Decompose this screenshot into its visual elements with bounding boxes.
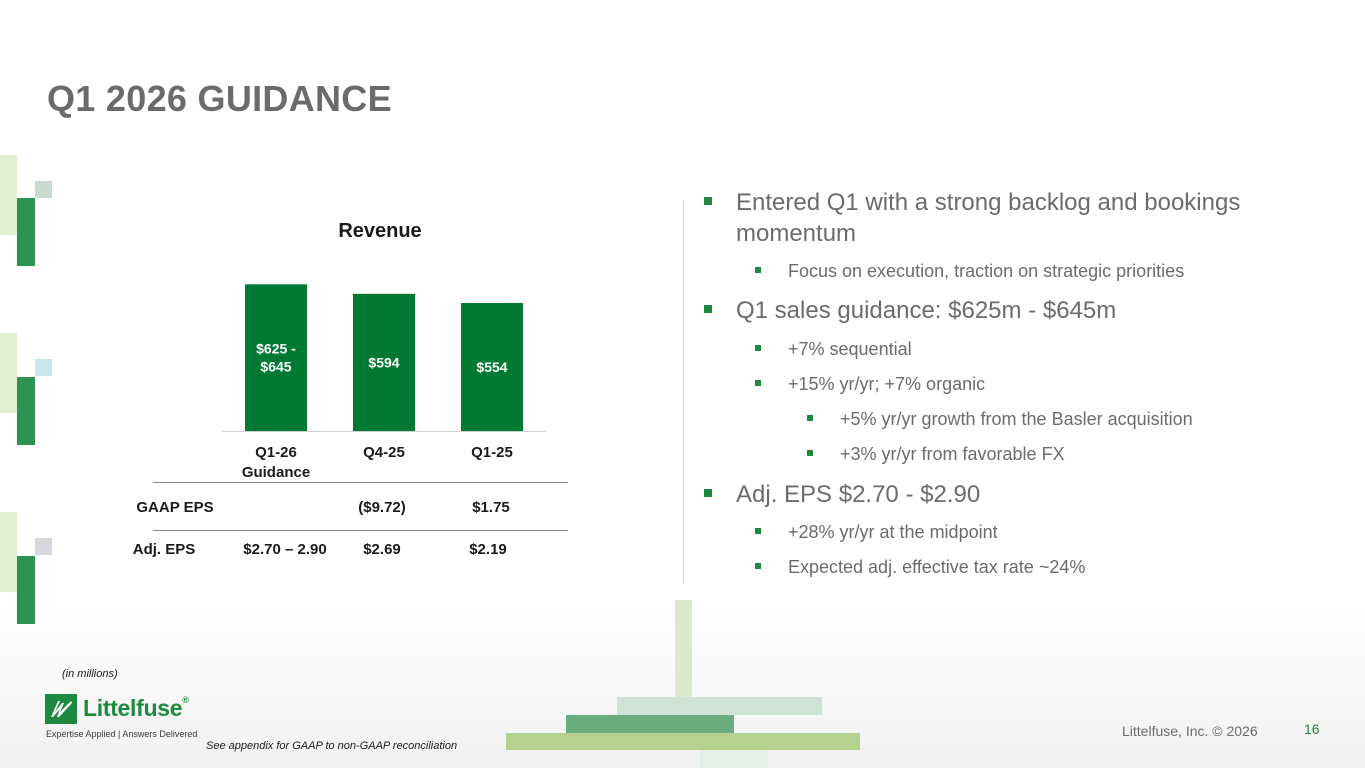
category-label: Q1-25 — [471, 444, 513, 461]
category-label: Q1-26 — [255, 444, 297, 461]
littelfuse-logo-icon — [45, 694, 77, 724]
adj-eps-label: Adj. EPS — [132, 541, 196, 558]
appendix-note: See appendix for GAAP to non-GAAP reconc… — [206, 740, 458, 752]
decor-block — [17, 556, 35, 624]
adj-eps-q1-26: $2.70 – 2.90 — [243, 541, 327, 558]
decor-block — [17, 198, 35, 266]
bullet-square-icon — [704, 489, 712, 497]
bullet-sequential: +7% sequential — [755, 337, 1315, 361]
bullet-square-icon — [704, 197, 712, 205]
category-label: Guidance — [242, 464, 310, 481]
bar-data-label: $645 — [260, 359, 291, 375]
bullet-square-icon — [704, 305, 712, 313]
bullet-yoy-organic: +15% yr/yr; +7% organic — [755, 372, 1315, 396]
bullet-midpoint: +28% yr/yr at the midpoint — [755, 520, 1315, 544]
bar-data-label: $625 - — [256, 341, 296, 357]
decor-block — [0, 512, 17, 592]
gaap-eps-q1-25: $1.75 — [472, 499, 510, 516]
revenue-bar — [461, 303, 523, 431]
revenue-bar — [353, 293, 415, 431]
decor-block — [35, 181, 52, 198]
littelfuse-logo: Littelfuse® Expertise Applied | Answers … — [45, 694, 197, 739]
decor-block — [700, 750, 768, 768]
page-title: Q1 2026 GUIDANCE — [47, 78, 392, 119]
bullet-text: +15% yr/yr; +7% organic — [788, 374, 986, 394]
divider-line — [683, 200, 684, 584]
bullet-tax-rate: Expected adj. effective tax rate ~24% — [755, 555, 1315, 579]
bullet-fx: +3% yr/yr from favorable FX — [807, 442, 1327, 466]
bullet-text: +3% yr/yr from favorable FX — [840, 444, 1065, 464]
bullet-text: Adj. EPS $2.70 - $2.90 — [736, 481, 981, 508]
bullet-text: Q1 sales guidance: $625m - $645m — [736, 297, 1117, 324]
revenue-bar — [245, 284, 307, 431]
adj-eps-q1-25: $2.19 — [469, 541, 507, 558]
table-rule — [153, 482, 568, 483]
bullet-square-icon — [755, 528, 761, 534]
bar-data-label: $594 — [368, 354, 399, 370]
bullet-square-icon — [755, 380, 761, 386]
decor-block — [0, 333, 17, 413]
bullet-text: +7% sequential — [788, 339, 912, 359]
bullet-square-icon — [755, 345, 761, 351]
decor-block — [35, 359, 52, 376]
bar-data-label: $554 — [476, 359, 507, 375]
bullet-text: Entered Q1 with a strong backlog and boo… — [736, 189, 1241, 216]
decor-block — [35, 538, 52, 555]
logo-tagline: Expertise Applied | Answers Delivered — [46, 729, 198, 739]
logo-registered-mark: ® — [182, 695, 189, 705]
bullet-square-icon — [755, 267, 761, 273]
bullet-execution: Focus on execution, traction on strategi… — [755, 259, 1315, 283]
category-label: Q4-25 — [363, 444, 405, 461]
bullet-sales-guidance: Q1 sales guidance: $625m - $645m — [704, 295, 1304, 326]
bullet-square-icon — [807, 415, 813, 421]
bullet-text: Expected adj. effective tax rate ~24% — [788, 557, 1086, 577]
bullet-adj-eps: Adj. EPS $2.70 - $2.90 — [704, 479, 1304, 510]
table-rule — [153, 530, 568, 531]
revenue-chart: $625 - $645 Q1-26 Guidance $594 Q4-25 $554 Q1-2… — [222, 284, 546, 481]
chart-title: Revenue — [338, 220, 422, 242]
decor-block — [17, 377, 35, 445]
page-number: 16 — [1304, 721, 1320, 737]
bullet-basler: +5% yr/yr growth from the Basler acquisi… — [807, 407, 1327, 431]
bullet-text: +5% yr/yr growth from the Basler acquisi… — [840, 409, 1193, 429]
gaap-eps-q4-25: ($9.72) — [358, 499, 406, 516]
decor-block — [506, 733, 860, 750]
logo-word: Littelfuse — [83, 695, 183, 721]
units-note: (in millions) — [62, 668, 118, 680]
bullet-square-icon — [807, 450, 813, 456]
bullet-text: Focus on execution, traction on strategi… — [788, 261, 1185, 281]
bullet-backlog: Entered Q1 with a strong backlog and boo… — [704, 187, 1304, 249]
decor-block — [0, 155, 17, 235]
copyright: Littelfuse, Inc. © 2026 — [1122, 723, 1258, 739]
bullet-square-icon — [755, 563, 761, 569]
bullet-text: momentum — [736, 220, 857, 247]
decor-block — [566, 715, 734, 733]
adj-eps-q4-25: $2.69 — [363, 541, 401, 558]
gaap-eps-label: GAAP EPS — [136, 499, 214, 516]
bullet-text: +28% yr/yr at the midpoint — [788, 522, 998, 542]
decor-block — [617, 697, 822, 715]
